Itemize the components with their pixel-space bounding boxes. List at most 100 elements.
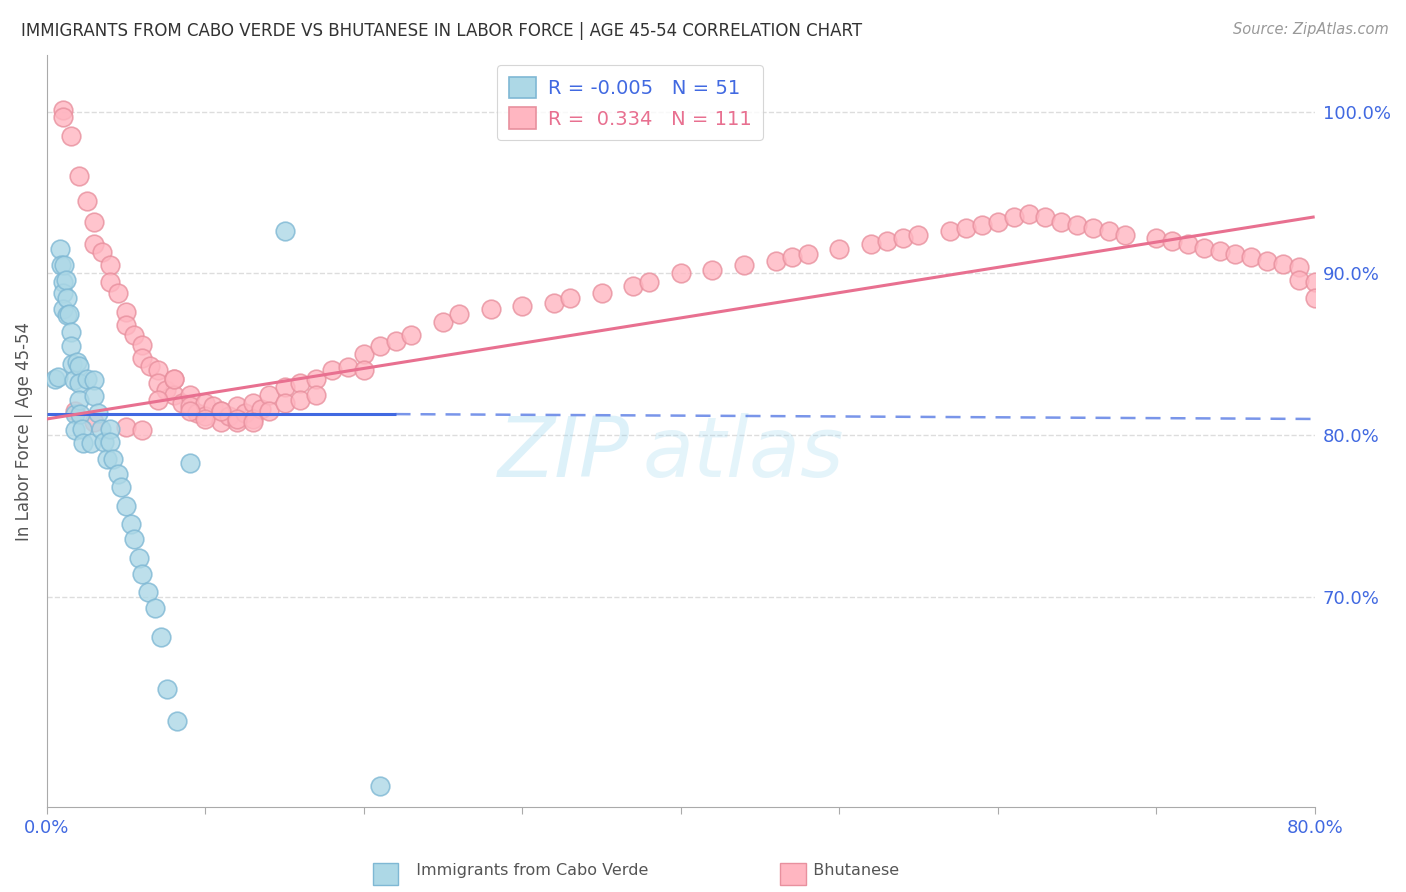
Point: [186, 405, 208, 419]
Point: [796, 247, 818, 261]
Point: [447, 307, 470, 321]
Point: [194, 409, 217, 423]
Point: [194, 396, 217, 410]
Point: [321, 363, 343, 377]
Point: [122, 532, 145, 546]
Point: [131, 351, 153, 365]
Point: [66, 355, 89, 369]
Point: [179, 404, 201, 418]
Point: [273, 396, 295, 410]
Point: [83, 373, 105, 387]
Point: [131, 423, 153, 437]
Point: [76, 371, 98, 385]
Text: Source: ZipAtlas.com: Source: ZipAtlas.com: [1233, 22, 1389, 37]
Point: [257, 404, 280, 418]
Point: [1288, 273, 1310, 287]
Point: [859, 237, 882, 252]
Point: [65, 407, 87, 421]
Point: [1303, 275, 1326, 289]
Point: [179, 388, 201, 402]
Point: [384, 334, 406, 349]
Point: [56, 309, 79, 323]
Point: [218, 409, 240, 423]
Point: [56, 291, 79, 305]
Point: [1144, 231, 1167, 245]
Point: [67, 359, 90, 373]
Point: [156, 681, 179, 696]
Point: [136, 585, 159, 599]
Point: [80, 436, 103, 450]
Point: [67, 169, 90, 184]
Point: [876, 234, 898, 248]
Point: [146, 392, 169, 407]
Point: [146, 363, 169, 377]
Point: [479, 301, 502, 316]
Point: [765, 253, 787, 268]
Text: Bhutanese: Bhutanese: [803, 863, 898, 878]
Point: [83, 415, 105, 429]
Text: Immigrants from Cabo Verde: Immigrants from Cabo Verde: [406, 863, 648, 878]
Point: [115, 318, 138, 333]
Text: ZIP: ZIP: [498, 413, 630, 494]
Point: [1161, 234, 1184, 248]
Point: [1114, 227, 1136, 242]
Point: [146, 376, 169, 391]
Point: [65, 404, 87, 418]
Point: [209, 404, 232, 418]
Point: [1303, 291, 1326, 305]
Point: [131, 337, 153, 351]
Point: [1050, 215, 1073, 229]
Point: [401, 327, 423, 342]
Point: [179, 399, 201, 413]
Point: [202, 399, 225, 413]
Point: [93, 434, 115, 449]
Point: [83, 215, 105, 229]
Text: IMMIGRANTS FROM CABO VERDE VS BHUTANESE IN LABOR FORCE | AGE 45-54 CORRELATION C: IMMIGRANTS FROM CABO VERDE VS BHUTANESE …: [21, 22, 862, 40]
Point: [91, 245, 114, 260]
Point: [65, 423, 87, 437]
Point: [1081, 221, 1104, 235]
Point: [368, 779, 391, 793]
Point: [69, 407, 91, 421]
Point: [52, 103, 75, 117]
Point: [110, 480, 132, 494]
Text: atlas: atlas: [643, 413, 845, 494]
Point: [120, 517, 142, 532]
Point: [1018, 206, 1040, 220]
Point: [250, 402, 273, 417]
Point: [163, 388, 186, 402]
Point: [58, 307, 80, 321]
Y-axis label: In Labor Force | Age 45-54: In Labor Force | Age 45-54: [15, 322, 32, 541]
Point: [226, 399, 249, 413]
Point: [939, 224, 962, 238]
Point: [1256, 253, 1278, 268]
Point: [543, 295, 565, 310]
Point: [150, 630, 173, 644]
Point: [49, 258, 72, 272]
Point: [163, 371, 186, 385]
Point: [67, 392, 90, 407]
Point: [1271, 257, 1294, 271]
Point: [90, 422, 112, 436]
Point: [226, 415, 249, 429]
Point: [891, 231, 914, 245]
Point: [273, 379, 295, 393]
Point: [52, 275, 75, 289]
Point: [52, 301, 75, 316]
Point: [638, 275, 661, 289]
Legend: R = -0.005   N = 51, R =  0.334   N = 111: R = -0.005 N = 51, R = 0.334 N = 111: [498, 65, 763, 140]
Point: [107, 285, 129, 300]
Point: [86, 405, 108, 419]
Point: [1288, 260, 1310, 274]
Point: [46, 370, 69, 384]
Point: [60, 357, 83, 371]
Point: [166, 714, 188, 729]
Point: [955, 221, 977, 235]
Point: [780, 250, 803, 264]
Point: [76, 194, 98, 208]
Point: [353, 347, 375, 361]
Point: [242, 412, 264, 426]
Point: [83, 389, 105, 403]
Point: [194, 412, 217, 426]
Point: [1319, 293, 1341, 308]
